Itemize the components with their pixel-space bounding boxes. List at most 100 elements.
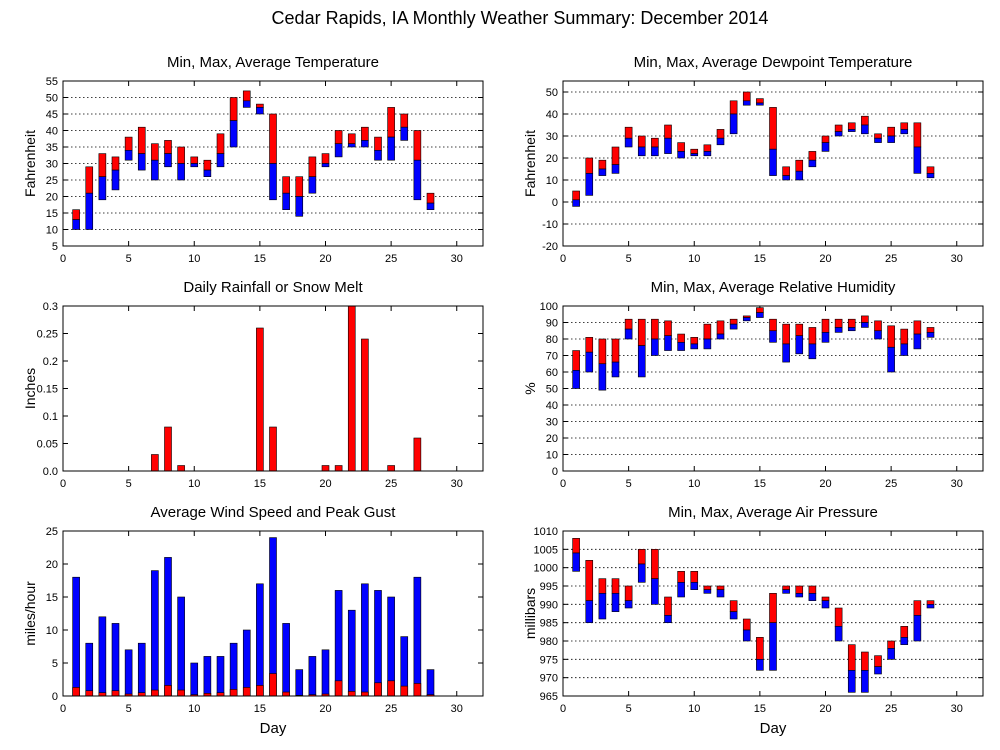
bar-upper-segment	[900, 626, 909, 638]
bar-lower-segment	[782, 175, 790, 181]
bar-upper-segment	[729, 318, 738, 325]
figure-title: Cedar Rapids, IA Monthly Weather Summary…	[272, 8, 769, 28]
bar-lower-segment	[124, 150, 133, 161]
bar-lower-segment	[85, 192, 94, 230]
y-tick-label: 0	[552, 197, 558, 209]
bar-lower-segment	[742, 629, 751, 642]
x-tick-label: 15	[754, 703, 766, 715]
bar-lower-segment	[769, 148, 777, 176]
bar-lower-segment	[585, 600, 594, 623]
bar-upper-segment	[861, 651, 869, 671]
gust-bar	[374, 590, 382, 697]
bar-upper-segment	[874, 655, 882, 667]
chart-bars	[572, 91, 935, 207]
bar-lower-segment	[795, 335, 804, 355]
bar-lower-segment	[926, 173, 935, 179]
x-tick-label: 30	[451, 478, 463, 490]
y-tick-label: -10	[542, 219, 558, 231]
bar-lower-segment	[242, 100, 251, 108]
y-tick-label: 10	[546, 450, 558, 462]
y-tick-label: 1005	[534, 544, 558, 556]
bar-lower-segment	[795, 170, 804, 181]
bar-lower-segment	[229, 120, 238, 148]
x-tick-label: 10	[188, 253, 200, 265]
bar-lower-segment	[887, 648, 895, 660]
y-tick-label: 25	[46, 526, 58, 538]
average-wind-bar	[177, 689, 185, 697]
bar-upper-segment	[308, 156, 317, 177]
bar-upper-segment	[847, 318, 856, 328]
bar-upper-segment	[282, 176, 290, 194]
bar-lower-segment	[900, 129, 909, 135]
bar-lower-segment	[598, 593, 607, 620]
bar-upper-segment	[637, 549, 646, 565]
gust-bar	[151, 570, 159, 697]
bar-lower-segment	[808, 159, 817, 168]
bar-lower-segment	[321, 163, 330, 168]
bar-lower-segment	[664, 615, 672, 623]
rain-bar	[177, 465, 185, 472]
y-tick-label: 30	[46, 159, 58, 171]
bar-upper-segment	[637, 318, 646, 346]
y-tick-label: 5	[52, 241, 58, 253]
y-tick-label: 0	[552, 466, 558, 478]
y-tick-label: 20	[46, 192, 58, 204]
average-wind-bar	[387, 680, 395, 697]
x-tick-label: 20	[819, 253, 831, 265]
bar-upper-segment	[874, 133, 882, 139]
x-tick-label: 25	[385, 478, 397, 490]
bar-lower-segment	[624, 328, 633, 340]
gust-bar	[242, 629, 251, 697]
y-axis-label: Fahrenheit	[22, 130, 38, 197]
average-wind-bar	[229, 689, 238, 697]
bar-lower-segment	[347, 143, 356, 148]
gust-bar	[216, 656, 225, 697]
bar-lower-segment	[782, 343, 790, 363]
chart-panel-temp: Min, Max, Average Temperature Fahrenheit 5…	[22, 54, 484, 265]
bar-upper-segment	[834, 124, 843, 132]
x-tick-label: 10	[188, 703, 200, 715]
bar-upper-segment	[729, 600, 738, 612]
x-tick-label: 20	[819, 703, 831, 715]
bar-lower-segment	[900, 343, 909, 356]
bar-lower-segment	[769, 330, 777, 343]
bar-upper-segment	[795, 585, 804, 594]
bar-upper-segment	[585, 560, 594, 601]
gust-bar	[137, 642, 146, 697]
bar-lower-segment	[808, 343, 817, 360]
chart-bars	[72, 90, 435, 230]
bar-upper-segment	[85, 166, 94, 194]
bar-upper-segment	[190, 156, 199, 164]
bar-upper-segment	[98, 153, 107, 178]
x-tick-label: 10	[188, 478, 200, 490]
bar-lower-segment	[887, 346, 895, 373]
bar-upper-segment	[756, 98, 764, 104]
plot-frame	[62, 530, 484, 697]
bar-lower-segment	[926, 332, 935, 338]
y-tick-label: 0.0	[43, 466, 58, 478]
bar-lower-segment	[413, 159, 422, 201]
bar-upper-segment	[887, 325, 895, 348]
bar-lower-segment	[690, 153, 699, 157]
plot-frame	[562, 530, 984, 697]
bar-lower-segment	[742, 100, 751, 106]
gust-bar	[190, 662, 199, 697]
x-tick-label: 25	[385, 703, 397, 715]
gust-bar	[295, 669, 304, 697]
bar-lower-segment	[72, 219, 80, 230]
bar-lower-segment	[808, 593, 817, 601]
y-axis-label: Fahrenheit	[522, 130, 538, 197]
bar-lower-segment	[913, 615, 922, 642]
bar-upper-segment	[821, 135, 830, 143]
y-tick-label: 10	[546, 175, 558, 187]
average-wind-bar	[400, 685, 409, 697]
average-wind-bar	[72, 687, 80, 697]
bar-lower-segment	[611, 361, 620, 378]
x-tick-label: 20	[319, 478, 331, 490]
bar-upper-segment	[887, 126, 895, 137]
rain-bar	[321, 465, 330, 472]
y-tick-label: 980	[540, 636, 558, 648]
bar-lower-segment	[572, 552, 580, 572]
rain-bar	[164, 426, 172, 472]
bar-upper-segment	[413, 130, 422, 161]
